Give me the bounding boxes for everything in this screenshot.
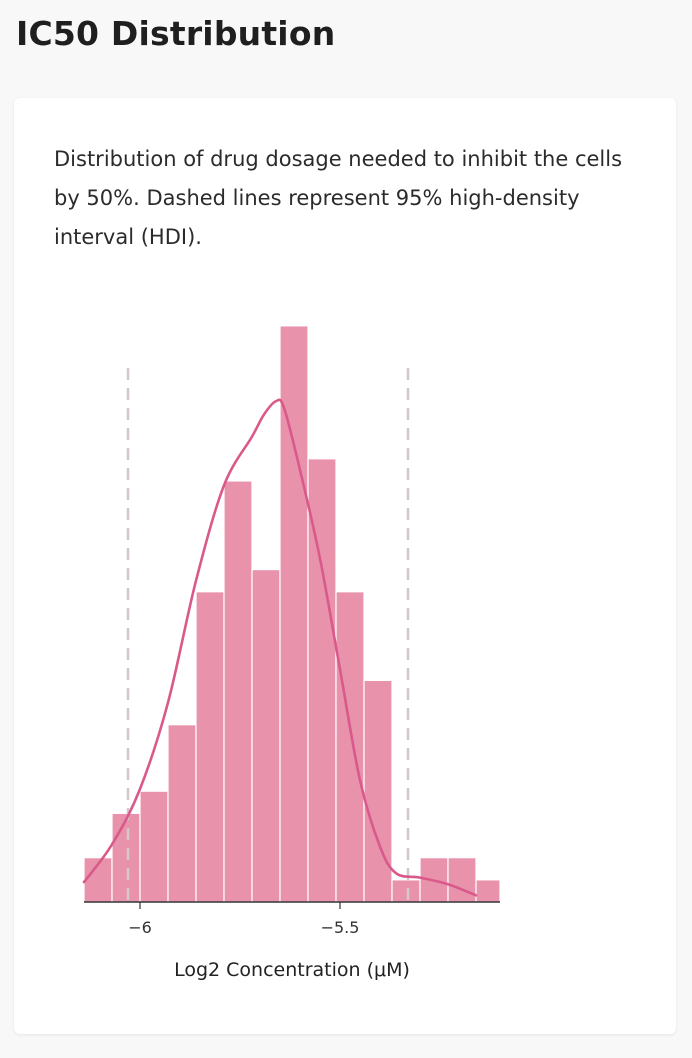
histogram-bar	[195, 591, 225, 903]
bars-layer	[83, 325, 501, 903]
histogram-bar	[251, 569, 281, 903]
histogram-bar	[139, 790, 169, 903]
histogram-bar	[223, 480, 253, 903]
kde-curve	[82, 398, 478, 897]
histogram-chart: −6 −5.5 Log2 Concentration (μM)	[82, 325, 501, 981]
chart-description: Distribution of drug dosage needed to in…	[54, 147, 623, 249]
x-tick-label: −6	[128, 918, 152, 937]
histogram-bar	[447, 857, 477, 903]
x-axis-label: Log2 Concentration (μM)	[174, 959, 410, 981]
page-title: IC50 Distribution	[16, 14, 336, 53]
histogram-bar	[363, 679, 393, 903]
kde-layer	[82, 398, 478, 897]
histogram-bar	[475, 879, 501, 903]
x-axis: −6 −5.5	[84, 901, 500, 937]
chart-card: Distribution of drug dosage needed to in…	[14, 98, 676, 1034]
histogram-bar	[167, 724, 197, 903]
histogram-bar	[335, 591, 365, 903]
histogram-bar	[391, 879, 421, 903]
histogram-bar	[111, 812, 141, 903]
x-tick-label: −5.5	[321, 918, 360, 937]
